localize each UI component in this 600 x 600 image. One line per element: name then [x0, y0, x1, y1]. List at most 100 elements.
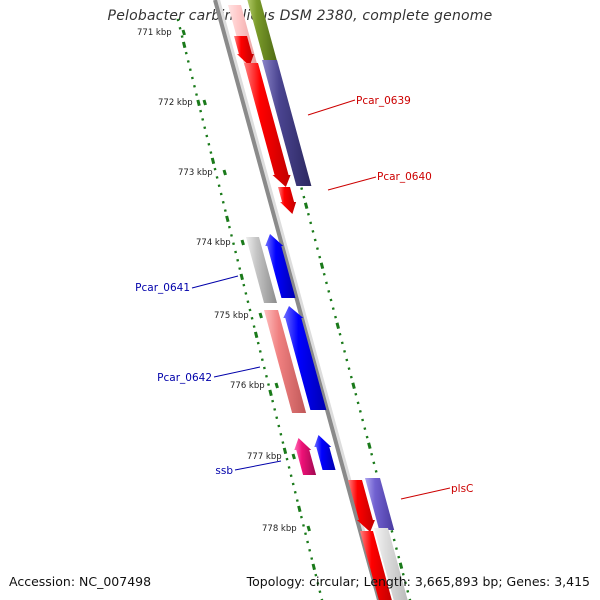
kbp-tick-label: 773 kbp	[178, 168, 213, 178]
kbp-major-tick	[291, 453, 296, 460]
ruler-outer-tick	[277, 424, 281, 428]
ruler-inner-tick	[343, 350, 346, 353]
backbone-line	[213, 0, 381, 600]
ruler-outer-tick	[308, 548, 312, 552]
ruler-inner-tick	[300, 187, 304, 190]
gene-pcar0639	[262, 60, 312, 186]
ruler-outer-tick	[178, 26, 182, 30]
kbp-tick-label: 778 kbp	[262, 524, 297, 534]
ruler-inner-tick	[374, 470, 378, 473]
ruler-outer-tick	[193, 84, 196, 88]
kbp-tick-label: 774 kbp	[196, 238, 231, 248]
gene-pcar0640-region	[244, 63, 291, 187]
ruler-inner-tick	[367, 442, 372, 449]
ruler-outer-tick	[203, 126, 207, 130]
gene-pcar0640	[278, 187, 297, 214]
ruler-outer-tick	[304, 532, 307, 536]
gene-label-leader	[400, 487, 451, 500]
kbp-major-tick	[240, 239, 245, 246]
ruler-inner-tick	[398, 562, 404, 569]
ruler-outer-tick	[232, 242, 235, 246]
gene-label-pcar-0641: Pcar_0641	[135, 282, 190, 294]
map-title: Pelobacter carbinolicus DSM 2380, comple…	[107, 8, 493, 24]
gene-pcar0641	[246, 237, 278, 303]
ruler-outer-tick	[248, 308, 252, 312]
ruler-inner-tick	[363, 427, 367, 430]
ruler-inner-tick	[401, 572, 405, 576]
ruler-inner-tick	[335, 322, 340, 329]
kbp-major-tick	[181, 29, 186, 36]
ruler-outer-tick	[253, 331, 259, 339]
ruler-outer-tick	[190, 76, 194, 80]
kbp-tick-labels: 771 kbp 772 kbp 773 kbp 774 kbp 775 kbp 776 k…	[137, 28, 311, 534]
ruler-outer-tick	[287, 466, 291, 469]
ruler-outer-tick	[310, 557, 314, 560]
ruler-inner-tick	[397, 555, 401, 559]
kbp-major-tick	[202, 99, 207, 106]
ruler-inner-tick	[390, 530, 394, 533]
ruler-outer-tick	[311, 563, 316, 571]
ruler-inner-tick	[356, 401, 360, 405]
ruler-inner-tick	[329, 298, 333, 302]
ruler-inner-tick	[395, 547, 398, 550]
ruler-inner-tick	[408, 598, 412, 600]
ruler-inner-tick	[318, 255, 322, 259]
ruler-inner-tick	[306, 212, 310, 216]
gene-label-plsc: plsC	[451, 483, 473, 495]
ruler-outer-tick	[275, 416, 279, 420]
ruler-outer-tick	[236, 258, 240, 262]
ruler-outer-tick	[234, 250, 238, 254]
ruler-outer-tick	[217, 184, 221, 188]
gene-ssb	[294, 438, 317, 475]
gene-red-bottom	[360, 531, 392, 600]
ruler-inner-tick	[370, 452, 374, 456]
gene-blue-775	[283, 306, 327, 410]
ruler-outer-tick	[291, 482, 295, 486]
ruler-inner-tick	[331, 307, 335, 310]
ruler-outer-tick	[271, 399, 275, 403]
gene-features	[228, 0, 408, 600]
ruler-outer-tick	[181, 41, 187, 49]
kbp-tick-label: 777 kbp	[247, 452, 282, 462]
kbp-major-tick	[222, 169, 227, 176]
ruler-outer-tick	[246, 300, 250, 304]
ruler-outer-tick	[318, 590, 322, 594]
ruler-outer-tick	[299, 515, 303, 519]
ruler-outer-tick	[293, 490, 297, 494]
ruler-outer-tick	[195, 93, 198, 96]
gene-label-leader	[191, 275, 239, 289]
ruler-inner-tick	[340, 341, 344, 345]
ruler-inner-tick	[392, 538, 396, 542]
ruler-inner-tick	[338, 332, 342, 336]
ruler-outer-tick	[221, 200, 225, 204]
ruler-outer-tick	[201, 118, 205, 121]
ruler-inner-tick	[327, 290, 331, 293]
ruler-outer-tick	[285, 457, 289, 461]
gene-label-leader	[327, 176, 377, 191]
ruler-outer-tick	[215, 176, 219, 179]
ruler-inner-tick	[358, 410, 362, 413]
ruler-outer-tick	[250, 316, 254, 320]
ruler-outer-tick	[199, 109, 203, 113]
ruler-outer-tick	[209, 151, 213, 154]
ruler-outer-tick	[244, 292, 248, 295]
ruler-inner-tick	[345, 358, 349, 362]
ruler-outer-tick	[213, 167, 217, 171]
ruler-outer-tick	[223, 209, 227, 212]
ruler-outer-tick	[238, 267, 242, 270]
ruler-outer-tick	[210, 157, 216, 165]
ruler-outer-tick	[273, 408, 277, 411]
ruler-outer-tick	[282, 447, 288, 455]
gene-red-lower	[348, 480, 375, 532]
ruler-outer-tick	[297, 505, 302, 513]
ruler-outer-tick	[302, 524, 305, 527]
ruler-outer-tick	[306, 540, 310, 544]
ruler-outer-tick	[265, 374, 268, 378]
ruler-inner-tick	[404, 581, 407, 585]
ruler-outer-tick	[225, 215, 230, 223]
gene-olive-upper	[247, 0, 278, 62]
backbone-track	[213, 0, 384, 600]
